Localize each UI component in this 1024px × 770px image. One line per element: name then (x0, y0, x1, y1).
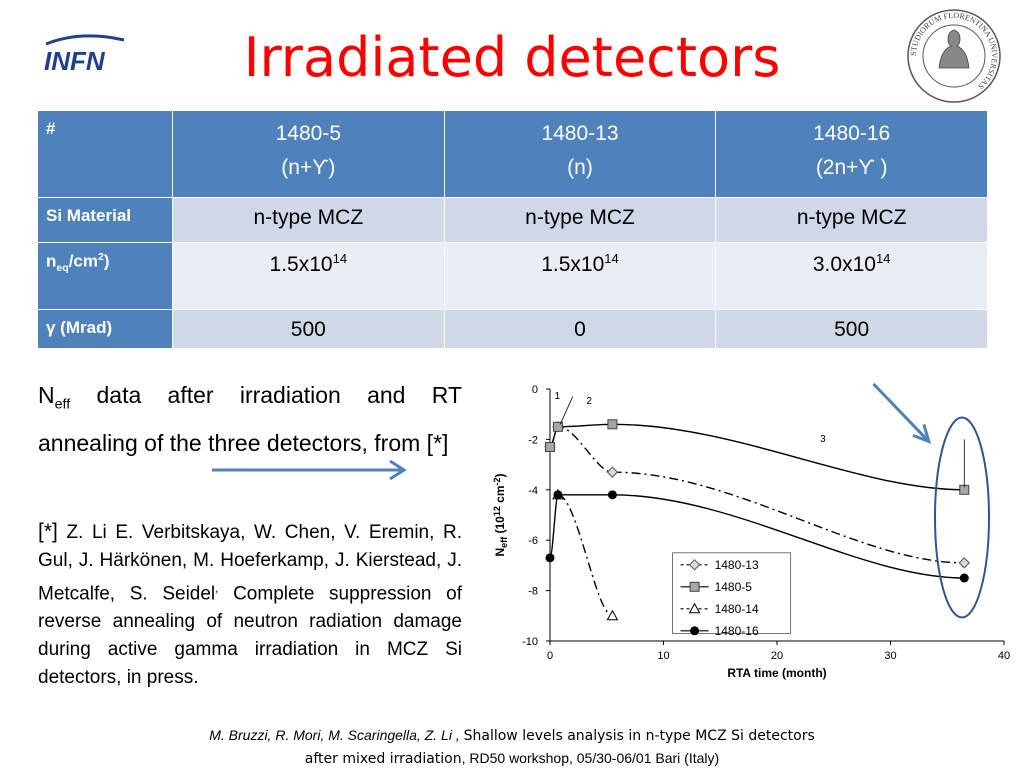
legend-label-1480-16: 1480-16 (715, 624, 759, 638)
data-point-1480-5 (607, 419, 618, 430)
table-cell: 500 (715, 309, 988, 349)
university-seal: STUDIORUM FLORENTINA UNIVERSITAS (907, 9, 1001, 103)
data-point-1480-13 (606, 466, 619, 478)
y-axis-label-part: cm (493, 485, 507, 506)
footer-title-2: after mixed irradiation (304, 751, 462, 767)
y-axis-label-part: -2 (492, 477, 502, 485)
y-axis-label-part: N (493, 548, 507, 557)
reference-authors: Z. Li E. Verbitskaya, W. Chen, V. Eremin… (38, 522, 462, 605)
y-axis-label-part: ) (493, 473, 507, 477)
legend-marker-1480-13 (688, 559, 701, 571)
seal-figure (938, 29, 970, 69)
footer-citation: M. Bruzzi, R. Mori, M. Scaringella, Z. L… (0, 724, 1024, 770)
column-header-1480-16: 1480-16 (2n+ϒ ) (715, 110, 988, 198)
y-tick-label: -6 (528, 535, 538, 547)
legend-label-1480-5: 1480-5 (715, 580, 753, 594)
legend-label-1480-13: 1480-13 (715, 558, 759, 572)
legend-marker-1480-5 (689, 581, 700, 592)
data-point-1480-16 (545, 553, 555, 563)
neff-chart: 0 -2 -4 -6 -8 -10 0 10 20 30 40 RTA time (month) Nef… (492, 382, 1010, 680)
column-header-1480-5: 1480-5 (n+ϒ) (172, 110, 445, 198)
legend-marker-1480-14 (688, 602, 701, 614)
column-header-1480-13: 1480-13 (n) (443, 110, 717, 198)
x-tick-label: 10 (657, 650, 669, 662)
annotation-label: 1 (555, 391, 561, 402)
data-point-1480-16 (553, 490, 563, 500)
annotation-leader (559, 396, 574, 425)
highlight-arrow (872, 382, 928, 441)
page-title: Irradiated detectors (243, 26, 781, 89)
highlight-ellipse (934, 416, 991, 619)
data-point-1480-13 (958, 557, 970, 569)
y-tick-label: -2 (528, 434, 538, 446)
table-corner-cell: # (37, 110, 173, 198)
table-row-si-material: Si Material n-type MCZ n-type MCZ n-type… (37, 197, 988, 243)
column-type: (2n+ϒ ) (815, 156, 888, 179)
y-axis-label: Neff (1012 cm-2) (492, 473, 509, 556)
footer-authors: M. Bruzzi, R. Mori, M. Scaringella, Z. L… (209, 727, 464, 743)
pointer-arrow (212, 459, 407, 481)
data-point-1480-5 (545, 441, 555, 452)
legend-marker-1480-16 (690, 626, 700, 636)
footer-venue: , RD50 workshop, 05/30-06/01 Bari (Italy… (461, 750, 720, 766)
reference-mark: [*] (38, 520, 58, 543)
y-tick-label: -4 (528, 485, 538, 497)
annotation-label: 3 (820, 434, 826, 445)
infn-logo-swoosh (45, 34, 125, 46)
footer-title-1: Shallow levels analysis in n-type MCZ Si… (463, 728, 815, 744)
table-cell: 1.5x1014 (172, 242, 445, 310)
y-axis-label-part: eff (499, 536, 509, 548)
annotation-label: 2 (586, 396, 592, 407)
y-axis-label-part: (10 (493, 516, 507, 537)
x-tick-label: 40 (998, 650, 1010, 662)
column-name: 1480-5 (275, 122, 342, 145)
description-text: Neff data after irradiation and RT annea… (38, 382, 462, 456)
table-row-gamma: γ (Mrad) 500 0 500 (37, 309, 988, 349)
detector-table: # 1480-5 (n+ϒ) 1480-13 (n) 1480-16 (2n+ϒ… (37, 110, 988, 349)
neff-symbol: Neff (38, 382, 71, 413)
y-axis-label-part: 12 (492, 506, 502, 516)
reference-separator: , (215, 582, 219, 595)
table-cell: n-type MCZ (443, 197, 717, 243)
infn-logo-text: INFN (44, 46, 106, 76)
data-point-1480-16 (607, 490, 617, 500)
infn-logo: INFN (44, 34, 125, 76)
column-name: 1480-16 (813, 122, 891, 145)
x-tick-label: 20 (771, 650, 783, 662)
table-cell: 0 (443, 309, 717, 349)
column-type: (n) (567, 156, 593, 179)
column-type: (n+ϒ) (281, 156, 336, 179)
table-cell: 1.5x1014 (443, 242, 717, 310)
table-header-row: # 1480-5 (n+ϒ) 1480-13 (n) 1480-16 (2n+ϒ… (37, 110, 988, 198)
table-cell: 3.0x1014 (715, 242, 988, 310)
legend-label-1480-14: 1480-14 (715, 602, 759, 616)
row-label-neq: neq/cm2) (37, 242, 173, 310)
x-tick-label: 30 (884, 650, 896, 662)
highlight-arrow-head (912, 423, 932, 444)
y-tick-label: 0 (532, 384, 538, 396)
data-point-1480-16 (959, 573, 969, 583)
reference-text: [*] Z. Li E. Verbitskaya, W. Chen, V. Er… (38, 518, 462, 692)
table-row-neq: neq/cm2) 1.5x1014 1.5x1014 3.0x1014 (37, 242, 988, 310)
column-name: 1480-13 (541, 122, 619, 145)
series-line-1480-14 (557, 494, 613, 617)
x-tick-label: 0 (547, 650, 553, 662)
y-tick-label: -10 (522, 636, 538, 648)
footer-line-1: M. Bruzzi, R. Mori, M. Scaringella, Z. L… (0, 724, 1024, 747)
data-point-1480-5 (552, 421, 563, 432)
table-cell: 500 (172, 309, 445, 349)
reference-title: Complete suppression of reverse annealin… (38, 583, 462, 689)
row-label-gamma: γ (Mrad) (37, 309, 173, 349)
footer-line-2: after mixed irradiation, RD50 workshop, … (0, 747, 1024, 770)
y-tick-label: -8 (528, 586, 538, 598)
row-label-si-material: Si Material (37, 197, 173, 243)
table-cell: n-type MCZ (715, 197, 988, 243)
table-cell: n-type MCZ (172, 197, 445, 243)
x-axis-label: RTA time (month) (727, 666, 826, 680)
data-point-1480-14 (606, 609, 619, 621)
series-line-1480-5 (549, 423, 965, 491)
